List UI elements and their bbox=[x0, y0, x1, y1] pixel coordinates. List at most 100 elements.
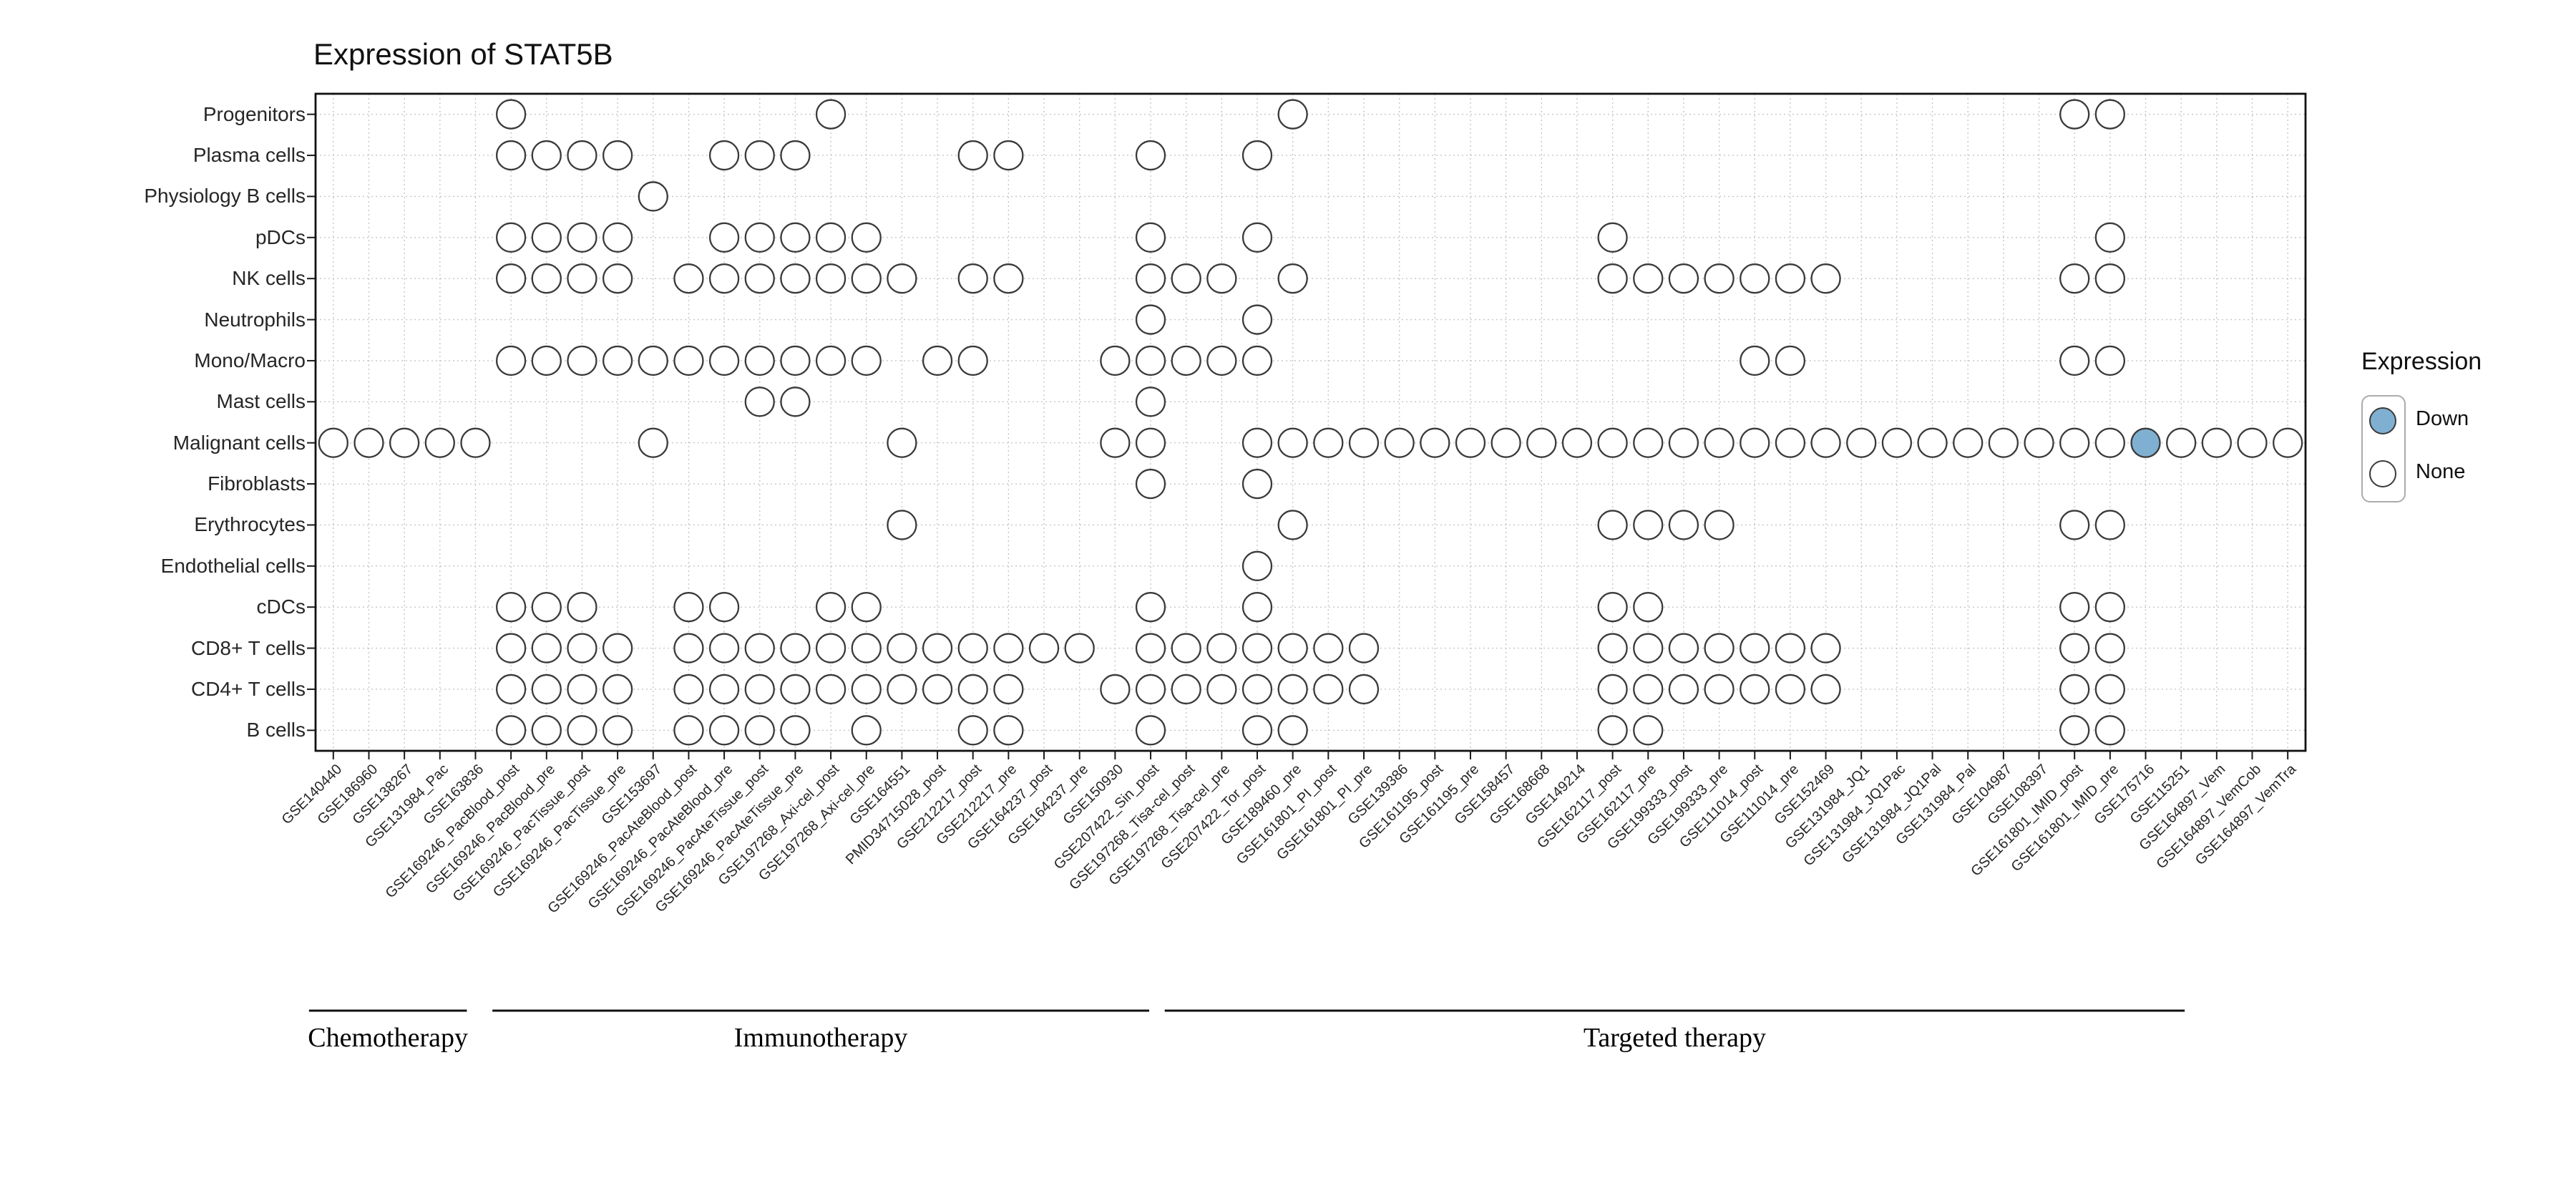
expression-dot-none bbox=[957, 674, 988, 705]
expression-dot-none bbox=[602, 674, 633, 705]
expression-dot-none bbox=[1241, 304, 1273, 335]
y-axis-label: Neutrophils bbox=[204, 308, 306, 331]
expression-dot-none bbox=[851, 715, 882, 746]
expression-dot-none bbox=[744, 263, 775, 294]
expression-dot-none bbox=[602, 140, 633, 171]
expression-dot-none bbox=[2094, 674, 2126, 705]
expression-dot-none bbox=[744, 140, 775, 171]
expression-dot-none bbox=[1277, 674, 1308, 705]
expression-dot-none bbox=[2059, 715, 2090, 746]
expression-dot-none bbox=[1775, 345, 1806, 376]
expression-dot-none bbox=[495, 99, 527, 130]
expression-dot-none bbox=[567, 592, 597, 623]
expression-dot-none bbox=[2024, 427, 2054, 458]
expression-dot-none bbox=[1135, 715, 1166, 746]
y-axis-label: Physiology B cells bbox=[144, 185, 306, 208]
legend-key-box bbox=[2361, 395, 2406, 502]
expression-dot-none bbox=[780, 674, 811, 705]
expression-dot-none bbox=[1597, 592, 1628, 623]
expression-dot-none bbox=[780, 222, 811, 253]
expression-dot-none bbox=[1100, 345, 1131, 376]
expression-dot-none bbox=[531, 222, 562, 253]
expression-dot-none bbox=[1135, 387, 1166, 417]
expression-dot-none bbox=[1206, 674, 1237, 705]
group-label-chemotherapy: Chemotherapy bbox=[308, 1023, 468, 1053]
expression-dot-none bbox=[1241, 550, 1273, 581]
expression-dot-none bbox=[993, 263, 1024, 294]
expression-dot-none bbox=[708, 715, 740, 746]
expression-dot-none bbox=[531, 263, 562, 294]
expression-dot-none bbox=[1668, 510, 1699, 540]
expression-dot-none bbox=[495, 715, 527, 746]
expression-dot-none bbox=[1597, 633, 1628, 664]
expression-dot-none bbox=[1633, 592, 1664, 623]
expression-dot-none bbox=[1704, 633, 1735, 664]
expression-dot-none bbox=[1881, 427, 1913, 458]
expression-dot-none bbox=[1277, 510, 1308, 540]
expression-dot-none bbox=[495, 592, 527, 623]
expression-dot-none bbox=[1313, 427, 1344, 458]
expression-dot-none bbox=[1241, 427, 1273, 458]
expression-dot-none bbox=[708, 345, 740, 376]
legend-item-label-down: Down bbox=[2416, 407, 2469, 430]
expression-dot-none bbox=[673, 592, 704, 623]
expression-dot-none bbox=[602, 345, 633, 376]
expression-dot-none bbox=[1668, 427, 1699, 458]
expression-dot-none bbox=[1597, 222, 1628, 253]
expression-dot-none bbox=[851, 674, 882, 705]
expression-dot-none bbox=[744, 633, 775, 664]
expression-dot-none bbox=[638, 181, 668, 212]
expression-dot-none bbox=[815, 345, 847, 376]
expression-dot-none bbox=[1740, 674, 1770, 705]
expression-dot-none bbox=[922, 345, 953, 376]
expression-dot-none bbox=[1597, 263, 1628, 294]
expression-dot-none bbox=[531, 715, 562, 746]
expression-dot-none bbox=[1135, 140, 1166, 171]
expression-dot-none bbox=[708, 222, 740, 253]
expression-dot-none bbox=[815, 633, 847, 664]
expression-dot-none bbox=[780, 345, 811, 376]
expression-dot-none bbox=[1241, 140, 1273, 171]
expression-dot-none bbox=[815, 99, 847, 130]
expression-dot-none bbox=[815, 222, 847, 253]
expression-dot-none bbox=[1064, 633, 1095, 664]
expression-dot-none bbox=[708, 263, 740, 294]
legend-down-dot-icon bbox=[2369, 407, 2396, 434]
expression-dot-none bbox=[887, 427, 917, 458]
expression-dot-none bbox=[531, 140, 562, 171]
expression-dot-none bbox=[744, 345, 775, 376]
expression-dot-none bbox=[1384, 427, 1415, 458]
expression-dot-none bbox=[318, 427, 348, 458]
expression-dot-none bbox=[1775, 263, 1806, 294]
expression-dot-none bbox=[389, 427, 420, 458]
expression-dot-down bbox=[2130, 427, 2161, 458]
expression-dot-none bbox=[531, 633, 562, 664]
expression-dot-none bbox=[567, 345, 597, 376]
expression-dot-none bbox=[2201, 427, 2232, 458]
expression-dot-none bbox=[495, 140, 527, 171]
expression-dot-none bbox=[495, 345, 527, 376]
expression-dot-none bbox=[567, 140, 597, 171]
expression-dot-none bbox=[673, 633, 704, 664]
expression-dot-none bbox=[1597, 510, 1628, 540]
y-axis-label: CD4+ T cells bbox=[190, 677, 306, 700]
expression-dot-none bbox=[2059, 592, 2090, 623]
expression-dot-none bbox=[2059, 427, 2090, 458]
expression-dot-none bbox=[1988, 427, 2019, 458]
expression-dot-none bbox=[780, 715, 811, 746]
expression-dot-none bbox=[993, 715, 1024, 746]
expression-dot-none bbox=[1100, 674, 1131, 705]
expression-dot-none bbox=[2059, 99, 2090, 130]
expression-dot-none bbox=[2094, 633, 2126, 664]
expression-dot-none bbox=[531, 592, 562, 623]
expression-dot-none bbox=[957, 263, 988, 294]
y-axis-label: Mono/Macro bbox=[194, 349, 306, 371]
y-axis-label: Malignant cells bbox=[172, 431, 306, 454]
expression-dot-none bbox=[1277, 99, 1308, 130]
plot-border bbox=[314, 92, 2307, 752]
expression-dot-none bbox=[708, 633, 740, 664]
expression-dot-none bbox=[993, 140, 1024, 171]
expression-dot-none bbox=[1241, 345, 1273, 376]
